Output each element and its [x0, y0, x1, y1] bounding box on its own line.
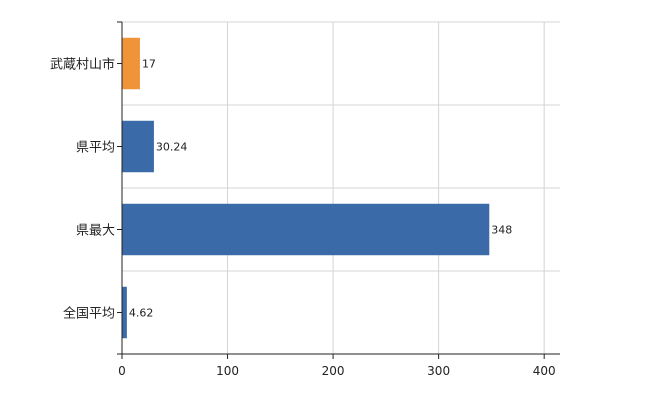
bar-value-label: 17: [142, 58, 156, 71]
category-label: 全国平均: [63, 306, 115, 322]
x-tick-label: 400: [533, 364, 556, 378]
x-tick-label: 200: [322, 364, 345, 378]
x-tick-label: 300: [427, 364, 450, 378]
bar-value-label: 30.24: [156, 141, 188, 154]
axes: [117, 21, 560, 359]
category-label: 武蔵村山市: [50, 57, 115, 73]
bar: [122, 286, 127, 339]
bar-value-label: 348: [491, 224, 512, 237]
bars: [122, 37, 490, 339]
x-tick-label: 0: [118, 364, 126, 378]
bar-value-label: 4.62: [129, 307, 154, 320]
x-tick-label: 100: [216, 364, 239, 378]
grid-lines: [122, 21, 560, 355]
bar: [122, 203, 490, 256]
bar: [122, 120, 154, 173]
bar: [122, 37, 140, 90]
category-label: 県平均: [76, 141, 115, 156]
category-label: 県最大: [76, 224, 115, 239]
labels: 0 100 200 300 400 武蔵村山市 17 県平均 30.24 県最大 348 全国平均 4.…: [50, 57, 556, 379]
